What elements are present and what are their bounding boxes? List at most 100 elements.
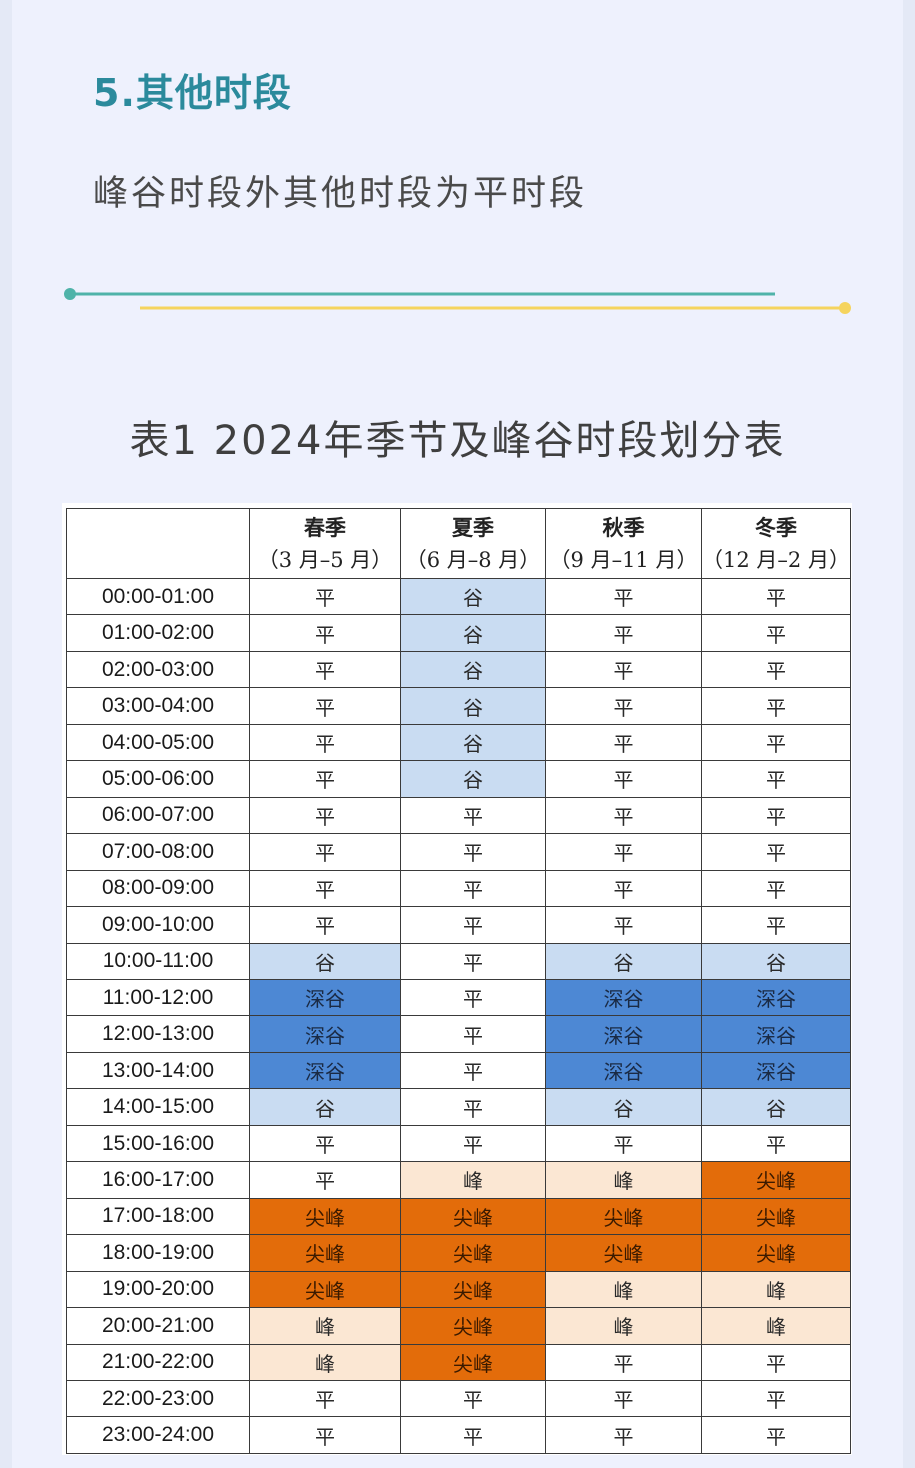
table-title: 表1 2024年季节及峰谷时段划分表 <box>129 418 786 464</box>
period-type-cell: 平 <box>545 650 702 689</box>
table-row: 19:00-20:00 尖峰 尖峰峰峰 <box>66 1270 851 1309</box>
period-type-cell: 谷 <box>400 650 546 689</box>
period-type-cell: 平 <box>701 1416 851 1454</box>
period-type-cell: 平 <box>701 614 851 652</box>
time-slot-cell: 04:00-05:00 <box>66 723 250 762</box>
period-type-cell: 平 <box>249 869 401 908</box>
period-type-cell: 深谷 <box>701 1051 851 1090</box>
time-slot-cell: 15:00-16:00 <box>66 1124 250 1163</box>
season-months: （9 月–11 月） <box>549 547 698 572</box>
time-slot-cell: 08:00-09:00 <box>66 869 250 908</box>
table-row: 00:00-01:00 平谷平平 <box>66 577 851 616</box>
period-type-cell: 峰 <box>249 1343 401 1381</box>
period-type-cell: 平 <box>701 687 851 725</box>
period-type-cell: 深谷 <box>545 1015 702 1053</box>
period-type-cell: 平 <box>545 614 702 652</box>
time-slot-cell: 11:00-12:00 <box>66 978 250 1017</box>
time-slot-cell: 09:00-10:00 <box>66 906 250 944</box>
period-type-cell: 平 <box>400 1379 546 1418</box>
period-type-cell: 平 <box>400 796 546 835</box>
season-name: 春季 <box>304 514 346 540</box>
period-type-cell: 平 <box>249 577 401 616</box>
period-type-cell: 尖峰 <box>400 1197 546 1236</box>
table-row: 13:00-14:00 深谷平深谷 深谷 <box>66 1051 851 1090</box>
period-type-cell: 深谷 <box>249 1051 401 1090</box>
period-type-cell: 谷 <box>545 942 702 980</box>
season-months: （3 月–5 月） <box>257 547 393 572</box>
time-slot-cell: 19:00-20:00 <box>66 1270 250 1309</box>
table-row: 05:00-06:00 平谷平平 <box>66 760 851 798</box>
season-months: （6 月–8 月） <box>405 547 541 572</box>
schedule-table-container: 春季 （3 月–5 月） 夏季 （6 月–8 月） 秋季 （9 月–11 月） … <box>62 503 852 1455</box>
table-row: 21:00-22:00 峰尖峰平平 <box>66 1343 851 1381</box>
time-slot-cell: 03:00-04:00 <box>66 687 250 725</box>
time-slot-cell: 14:00-15:00 <box>66 1088 250 1126</box>
period-type-cell: 深谷 <box>545 978 702 1017</box>
period-type-cell: 峰 <box>701 1307 851 1345</box>
period-type-cell: 平 <box>545 906 702 944</box>
period-type-cell: 谷 <box>400 614 546 652</box>
period-type-cell: 平 <box>249 760 401 798</box>
period-type-cell: 深谷 <box>249 978 401 1017</box>
period-type-cell: 尖峰 <box>545 1234 702 1272</box>
period-type-cell: 尖峰 <box>400 1270 546 1309</box>
table-row: 17:00-18:00 尖峰 尖峰 尖峰 尖峰 <box>66 1197 851 1236</box>
period-type-cell: 谷 <box>249 942 401 980</box>
period-type-cell: 平 <box>400 1051 546 1090</box>
period-type-cell: 尖峰 <box>249 1270 401 1309</box>
period-type-cell: 平 <box>249 1416 401 1454</box>
header-autumn: 秋季 （9 月–11 月） <box>545 508 702 579</box>
period-type-cell: 平 <box>249 1161 401 1199</box>
period-type-cell: 谷 <box>400 577 546 616</box>
table-row: 01:00-02:00 平谷平平 <box>66 614 851 652</box>
period-type-cell: 尖峰 <box>249 1234 401 1272</box>
period-type-cell: 尖峰 <box>701 1197 851 1236</box>
period-type-cell: 谷 <box>400 760 546 798</box>
period-type-cell: 平 <box>545 1379 702 1418</box>
period-type-cell: 深谷 <box>545 1051 702 1090</box>
period-type-cell: 平 <box>545 1416 702 1454</box>
period-type-cell: 平 <box>701 760 851 798</box>
period-type-cell: 平 <box>400 1124 546 1163</box>
period-type-cell: 谷 <box>400 687 546 725</box>
period-type-cell: 谷 <box>701 942 851 980</box>
time-slot-cell: 02:00-03:00 <box>66 650 250 689</box>
period-type-cell: 平 <box>701 906 851 944</box>
table-row: 06:00-07:00 平平平平 <box>66 796 851 835</box>
table-header-row: 春季 （3 月–5 月） 夏季 （6 月–8 月） 秋季 （9 月–11 月） … <box>66 508 851 579</box>
period-type-cell: 深谷 <box>701 1015 851 1053</box>
table-row: 18:00-19:00 尖峰 尖峰 尖峰 尖峰 <box>66 1234 851 1272</box>
time-slot-cell: 23:00-24:00 <box>66 1416 250 1454</box>
time-slot-cell: 18:00-19:00 <box>66 1234 250 1272</box>
time-slot-cell: 13:00-14:00 <box>66 1051 250 1090</box>
period-type-cell: 平 <box>701 577 851 616</box>
time-slot-cell: 06:00-07:00 <box>66 796 250 835</box>
period-type-cell: 平 <box>701 796 851 835</box>
period-type-cell: 平 <box>400 869 546 908</box>
time-slot-cell: 01:00-02:00 <box>66 614 250 652</box>
season-name: 夏季 <box>452 514 494 540</box>
time-slot-cell: 12:00-13:00 <box>66 1015 250 1053</box>
table-row: 03:00-04:00 平谷平平 <box>66 687 851 725</box>
period-type-cell: 尖峰 <box>400 1307 546 1345</box>
period-type-cell: 平 <box>701 723 851 762</box>
period-type-cell: 平 <box>701 1379 851 1418</box>
divider-yellow-dot <box>839 302 851 314</box>
table-row: 15:00-16:00 平平平平 <box>66 1124 851 1163</box>
period-type-cell: 平 <box>545 833 702 871</box>
time-slot-cell: 05:00-06:00 <box>66 760 250 798</box>
period-type-cell: 平 <box>701 650 851 689</box>
time-slot-cell: 07:00-08:00 <box>66 833 250 871</box>
period-type-cell: 平 <box>249 650 401 689</box>
period-type-cell: 尖峰 <box>400 1343 546 1381</box>
period-type-cell: 峰 <box>545 1307 702 1345</box>
section-title: 5.其他时段 <box>93 71 292 115</box>
season-name: 冬季 <box>755 514 797 540</box>
period-type-cell: 平 <box>400 978 546 1017</box>
period-type-cell: 深谷 <box>249 1015 401 1053</box>
period-type-cell: 尖峰 <box>701 1161 851 1199</box>
period-type-cell: 平 <box>249 796 401 835</box>
period-type-cell: 谷 <box>545 1088 702 1126</box>
period-type-cell: 平 <box>545 1124 702 1163</box>
period-type-cell: 平 <box>701 833 851 871</box>
